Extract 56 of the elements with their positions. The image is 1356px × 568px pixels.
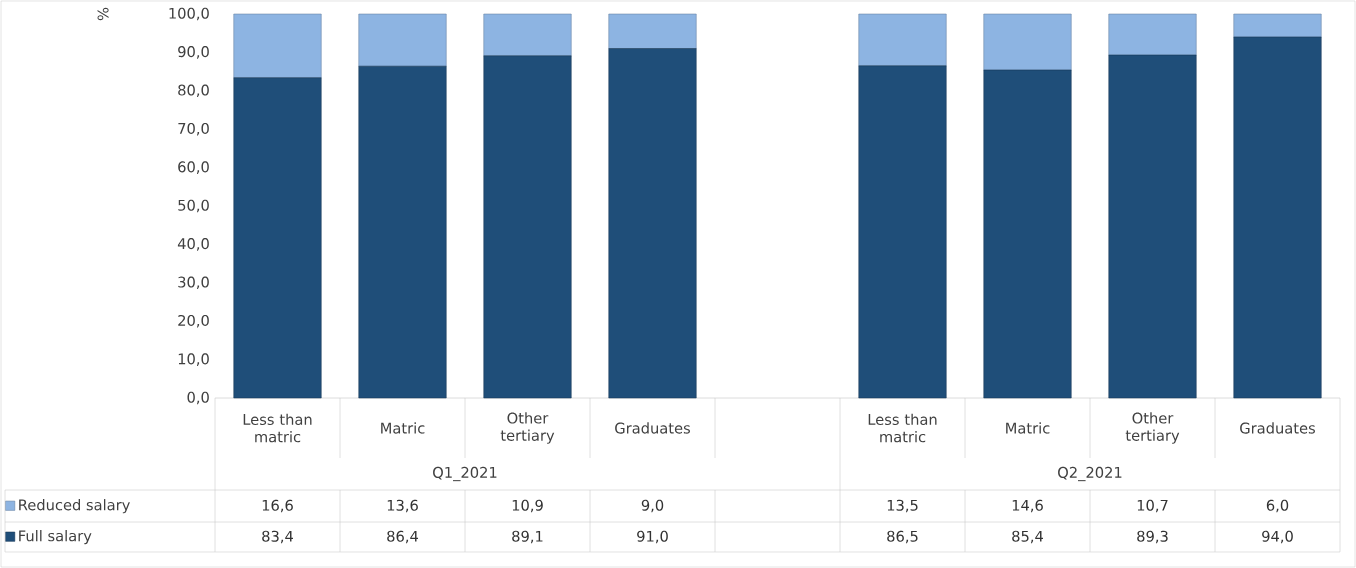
x-tick-label: Graduates <box>1240 422 1315 434</box>
y-tick-label: 100,0 <box>169 7 209 21</box>
data-label: 86,4 <box>387 530 419 544</box>
data-label: 91,0 <box>637 530 668 544</box>
data-label: 83,4 <box>262 530 293 544</box>
bar <box>983 13 1072 71</box>
text: Q1_2021 <box>433 466 497 482</box>
y-tick-label: 40,0 <box>177 238 209 251</box>
bar <box>483 13 572 57</box>
data-label: 89,1 <box>512 530 543 544</box>
bar <box>858 65 947 399</box>
x-tick-label: Matric <box>1006 422 1050 434</box>
data-label: 6,0 <box>1266 499 1289 513</box>
y-tick-label: 10,0 <box>178 353 209 366</box>
data-label: 89,3 <box>1137 530 1168 544</box>
text: Q2_2021 <box>1058 466 1122 482</box>
legend-label: Full salary <box>19 530 92 545</box>
y-tick-label: 30,0 <box>178 276 209 290</box>
x-tick-label: Other tertiary <box>500 412 555 444</box>
bar <box>1108 13 1197 56</box>
bar <box>858 13 947 67</box>
bar <box>1108 54 1197 399</box>
bar <box>1233 13 1322 38</box>
data-label: 13,5 <box>887 499 918 513</box>
data-label: 94,0 <box>1262 530 1293 544</box>
y-tick-label: 20,0 <box>178 314 209 328</box>
x-tick-label: Less than matric <box>243 413 312 443</box>
legend-label: Reduced salary <box>19 499 130 514</box>
data-label: 13,6 <box>387 499 418 513</box>
data-label: 85,4 <box>1012 530 1044 544</box>
y-tick-label: 80,0 <box>178 84 209 98</box>
data-label: 10,7 <box>1137 499 1168 513</box>
bar <box>608 48 697 399</box>
y-tick-label: 70,0 <box>178 122 209 136</box>
bar <box>608 13 697 49</box>
bar <box>483 55 572 399</box>
y-tick-label: 50,0 <box>178 199 209 213</box>
bar <box>1233 36 1322 399</box>
x-tick-label: Matric <box>381 422 425 434</box>
y-tick-label: 90,0 <box>178 46 209 59</box>
bar <box>233 77 322 399</box>
x-tick-label: Graduates <box>615 422 690 434</box>
data-label: 9,0 <box>641 499 664 513</box>
data-label: 14,6 <box>1012 499 1043 513</box>
x-tick-label: Less than matric <box>868 413 937 443</box>
y-axis-title: % <box>97 7 109 21</box>
bar <box>358 13 447 67</box>
bar <box>983 69 1072 399</box>
data-label: 16,6 <box>262 499 293 513</box>
bar <box>358 65 447 399</box>
data-label: 86,5 <box>887 530 918 544</box>
x-tick-label: Other tertiary <box>1125 412 1180 444</box>
data-label: 10,9 <box>512 499 543 513</box>
y-tick-label: 60,0 <box>178 161 209 174</box>
bar <box>233 13 322 79</box>
y-tick-label: 0,0 <box>187 391 209 405</box>
